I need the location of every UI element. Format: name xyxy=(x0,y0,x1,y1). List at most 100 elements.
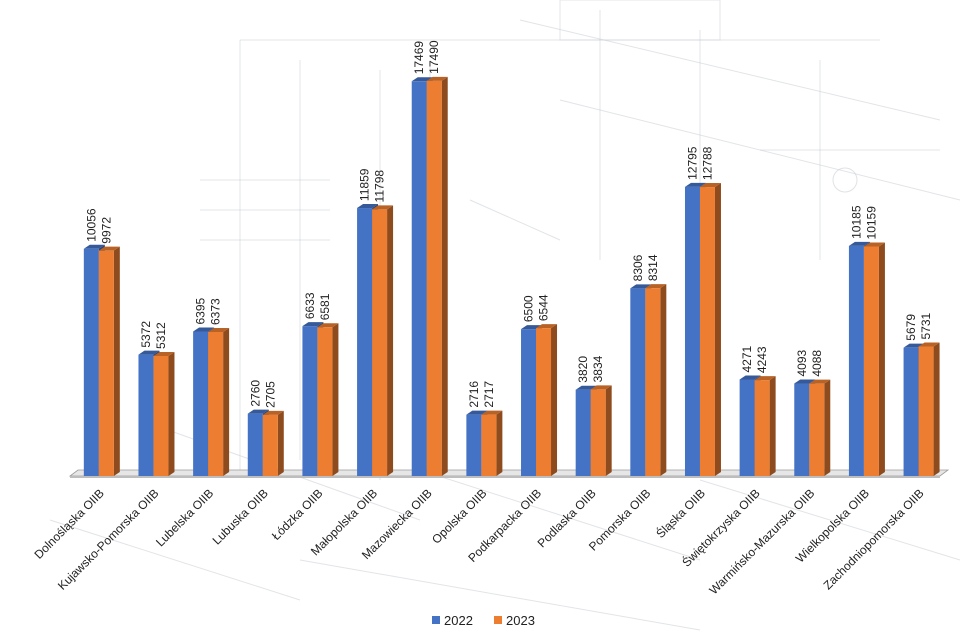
value-label: 2717 xyxy=(482,381,496,408)
bar-2023-10 xyxy=(590,389,606,476)
bar-2023-7-top xyxy=(426,76,448,81)
bar-2022-10-top xyxy=(575,385,597,390)
value-label: 6544 xyxy=(537,294,551,321)
legend-label-2022: 2022 xyxy=(444,613,473,628)
category-label: Warmińsko-Mazurska OIIB xyxy=(706,486,817,597)
value-label: 8306 xyxy=(631,254,645,281)
legend: 2022 2023 xyxy=(432,613,535,628)
value-label: 5372 xyxy=(139,321,153,348)
bar-2023-2-top xyxy=(153,351,175,356)
bar-2023-7-side xyxy=(441,76,448,476)
bar-2023-14-side xyxy=(824,379,831,476)
value-label: 6500 xyxy=(522,295,536,322)
bar-2023-5 xyxy=(317,327,333,476)
bars-layer xyxy=(83,76,940,477)
value-label: 11798 xyxy=(373,170,387,203)
bar-2023-8-side xyxy=(496,410,503,476)
value-label: 3834 xyxy=(591,355,605,382)
value-label: 11859 xyxy=(358,168,372,201)
bar-2022-4-top xyxy=(247,409,269,414)
bar-2022-2-top xyxy=(138,350,160,355)
bar-2023-16-top xyxy=(918,342,940,347)
bar-2023-8 xyxy=(481,414,497,476)
bar-2023-15 xyxy=(863,246,879,476)
bar-2023-7 xyxy=(426,80,442,476)
bar-2022-1 xyxy=(83,248,99,476)
value-label: 2760 xyxy=(248,380,262,407)
bar-2022-4 xyxy=(247,413,263,476)
value-labels-layer: 10056 9972 5372 5312 6395 6373 2760 2705 6633 658… xyxy=(84,40,933,408)
bar-2022-9 xyxy=(521,329,537,476)
bar-2023-16-side xyxy=(933,342,940,476)
bar-2022-1-top xyxy=(83,244,105,249)
value-label: 5679 xyxy=(904,314,918,341)
bar-2023-6-side xyxy=(387,205,394,477)
bar-2022-7 xyxy=(411,81,427,476)
bar-2023-13 xyxy=(754,380,770,476)
value-label: 5731 xyxy=(919,312,933,339)
bar-2022-5-top xyxy=(302,322,324,327)
value-label: 6581 xyxy=(318,293,332,320)
blueprint-line xyxy=(419,469,701,561)
value-label: 17469 xyxy=(412,41,426,75)
bar-2022-7-top xyxy=(411,77,433,82)
value-label: 17490 xyxy=(427,40,441,74)
bar-2023-8-top xyxy=(481,410,503,415)
bar-2023-1 xyxy=(98,250,114,476)
bar-2022-11 xyxy=(630,288,646,476)
bar-2023-15-side xyxy=(878,242,885,476)
value-label: 8314 xyxy=(646,254,660,281)
bar-2022-6-top xyxy=(357,204,379,209)
bar-2023-14-top xyxy=(809,379,831,384)
bar-2023-3-side xyxy=(223,328,230,476)
value-label: 10056 xyxy=(84,208,98,242)
value-label: 10185 xyxy=(849,205,863,239)
category-label: Lubelska OIIB xyxy=(153,486,216,549)
bar-2022-13 xyxy=(739,379,755,476)
bar-2022-12 xyxy=(684,186,700,476)
bar-2022-8-top xyxy=(466,410,488,415)
value-label: 4088 xyxy=(810,350,824,377)
bar-2022-14-top xyxy=(794,379,816,384)
bar-2023-10-side xyxy=(605,385,612,476)
bar-2023-2-side xyxy=(168,351,175,476)
bar-2023-14 xyxy=(809,383,825,476)
legend-label-2023: 2023 xyxy=(506,613,535,628)
value-label: 6633 xyxy=(303,292,317,319)
bar-2023-15-top xyxy=(863,242,885,247)
category-label: Opolska OIIB xyxy=(429,486,489,546)
bar-2022-16 xyxy=(903,347,919,476)
value-label: 6373 xyxy=(209,298,223,325)
bar-2022-11-top xyxy=(630,284,652,289)
value-label: 12795 xyxy=(685,146,699,180)
bar-2023-13-side xyxy=(769,376,776,476)
bar-2022-3-top xyxy=(193,327,215,332)
bar-2023-12-side xyxy=(714,183,721,477)
bar-2023-11-side xyxy=(660,284,667,476)
bar-2023-9 xyxy=(536,328,552,476)
blueprint-line xyxy=(469,199,561,241)
value-label: 10159 xyxy=(864,206,878,240)
bar-2023-5-side xyxy=(332,323,339,476)
bar-2023-4-top xyxy=(262,410,284,415)
legend-swatch-2022 xyxy=(432,616,440,624)
bar-2023-6 xyxy=(372,209,388,477)
bar-2023-4-side xyxy=(277,410,284,476)
value-label: 4271 xyxy=(740,345,754,372)
bar-2023-9-side xyxy=(551,324,558,476)
blueprint-line xyxy=(699,479,961,561)
bar-2023-3-top xyxy=(208,328,230,333)
bar-2023-6-top xyxy=(372,205,394,210)
bar-2023-2 xyxy=(153,355,169,476)
bar-2022-2 xyxy=(138,354,154,476)
category-label: Lubuska OIIB xyxy=(210,486,271,547)
value-label: 2716 xyxy=(467,381,481,408)
bar-2022-3 xyxy=(193,331,209,476)
value-label: 5312 xyxy=(154,322,168,349)
category-label: Łódzka OIIB xyxy=(269,486,326,543)
bar-2023-3 xyxy=(208,332,224,476)
bar-2023-12-top xyxy=(699,183,721,188)
